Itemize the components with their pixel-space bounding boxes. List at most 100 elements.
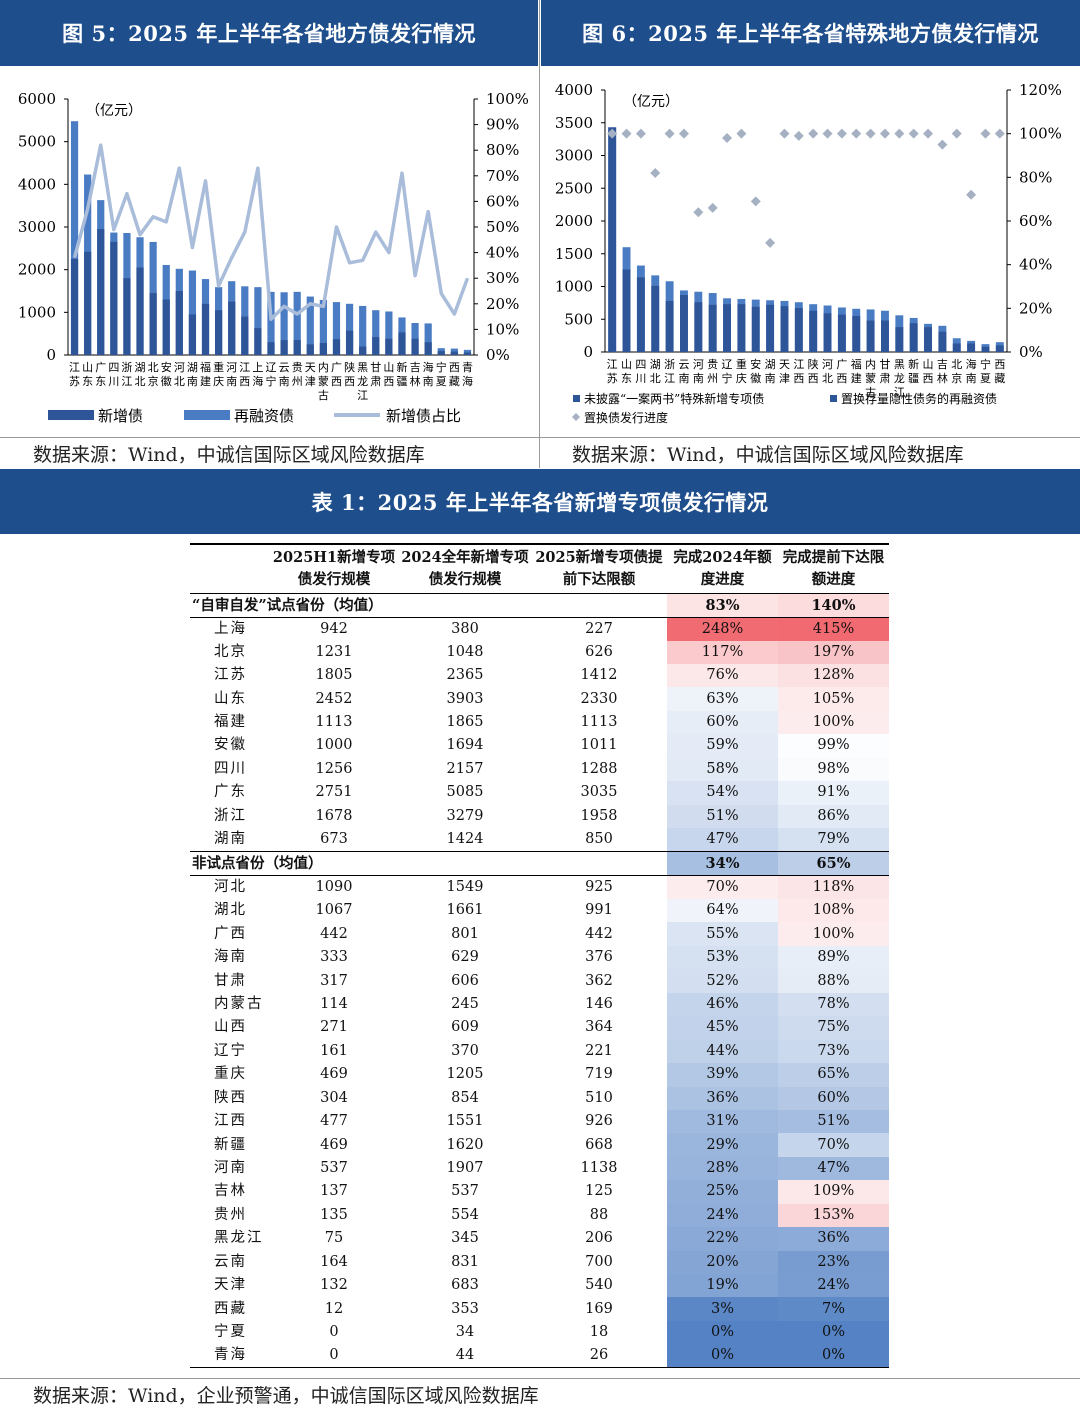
table-row: 内蒙古 114 245 146 46% 78% bbox=[190, 992, 889, 1017]
table-row: 宁夏 0 34 18 0% 0% bbox=[190, 1320, 889, 1345]
category-label: 贵 bbox=[292, 361, 303, 374]
group-average-row: “自审自发”试点省份（均值） 83% 140% bbox=[190, 593, 889, 617]
category-label: 海 bbox=[462, 374, 473, 388]
advance-limit: 1138 bbox=[580, 1160, 618, 1177]
h1-issuance: 161 bbox=[320, 1042, 348, 1059]
advance-limit: 1958 bbox=[580, 807, 618, 824]
scatter-point bbox=[765, 237, 776, 248]
right-tick-label: 60% bbox=[486, 192, 519, 210]
full-2024-issuance: 1048 bbox=[446, 643, 484, 660]
full-2024-issuance: 1907 bbox=[446, 1160, 484, 1177]
advance-limit: 926 bbox=[585, 1113, 613, 1130]
category-label: 湖 bbox=[135, 361, 146, 374]
full-2024-issuance: 3279 bbox=[446, 807, 484, 824]
quota-progress: 44% bbox=[667, 1039, 778, 1064]
table-row: 新疆 469 1620 668 29% 70% bbox=[190, 1133, 889, 1157]
series-line-share bbox=[72, 143, 470, 321]
h1-issuance: 673 bbox=[320, 831, 348, 847]
quota-progress: 22% bbox=[667, 1227, 778, 1251]
advance-limit: 362 bbox=[585, 972, 613, 989]
limit-progress: 7% bbox=[778, 1297, 889, 1321]
scatter-point bbox=[736, 128, 747, 139]
full-2024-issuance: 609 bbox=[451, 1019, 479, 1036]
table-row: 吉林 137 537 125 25% 109% bbox=[190, 1180, 889, 1204]
left-tick-label: 5000 bbox=[18, 133, 56, 151]
scatter-point bbox=[650, 167, 661, 178]
category-label: 天 bbox=[305, 361, 316, 374]
fig6-title: 图 6：2025 年上半年各省特殊地方债发行情况 bbox=[541, 0, 1080, 66]
table-row: 湖北 1067 1661 991 64% 108% bbox=[190, 899, 889, 923]
province-name: 吉林 bbox=[214, 1183, 247, 1200]
scatter-point bbox=[822, 128, 833, 139]
left-tick-label: 6000 bbox=[18, 90, 56, 108]
category-label: 河 bbox=[822, 358, 833, 371]
limit-progress: 60% bbox=[778, 1086, 889, 1110]
header-col-4: 完成2024年额度进度 bbox=[673, 548, 772, 588]
h1-issuance: 135 bbox=[320, 1206, 348, 1223]
table-row: 海南 333 629 376 53% 89% bbox=[190, 945, 889, 970]
category-label: 湖 bbox=[765, 358, 776, 371]
h1-issuance: 0 bbox=[329, 1347, 339, 1364]
header-col-2: 2024全年新增专项债发行规模 bbox=[401, 548, 529, 588]
limit-progress: 65% bbox=[778, 1063, 889, 1087]
full-2024-issuance: 537 bbox=[451, 1183, 479, 1200]
limit-progress: 105% bbox=[778, 687, 889, 711]
h1-issuance: 75 bbox=[324, 1230, 344, 1247]
category-label: 京 bbox=[951, 371, 962, 385]
limit-progress: 128% bbox=[778, 663, 889, 688]
full-2024-issuance: 34 bbox=[455, 1324, 475, 1341]
header-province bbox=[190, 544, 269, 593]
scatter-point bbox=[793, 130, 804, 141]
table-row: 山东 2452 3903 2330 63% 105% bbox=[190, 687, 889, 711]
h1-issuance: 1231 bbox=[315, 643, 353, 660]
quota-progress: 24% bbox=[667, 1203, 778, 1228]
province-name: 河北 bbox=[214, 879, 247, 895]
bar-total bbox=[306, 296, 314, 355]
category-label: 江 bbox=[607, 358, 618, 371]
h1-issuance: 304 bbox=[320, 1089, 348, 1106]
bar-stack-lower bbox=[837, 314, 846, 352]
full-2024-issuance: 5085 bbox=[446, 784, 484, 801]
table-row: 河北 1090 1549 925 70% 118% bbox=[190, 875, 889, 899]
bar-stack-lower bbox=[995, 345, 1004, 352]
province-name: 内蒙古 bbox=[214, 995, 264, 1012]
quota-progress: 39% bbox=[667, 1063, 778, 1087]
limit-progress: 99% bbox=[778, 734, 889, 758]
table1-source: 数据来源：Wind，企业预警通，中诚信国际区域风险数据库 bbox=[33, 1385, 539, 1407]
y-unit-label: （亿元） bbox=[86, 103, 142, 119]
h1-issuance: 164 bbox=[320, 1253, 348, 1270]
bar-stack-lower bbox=[794, 308, 803, 352]
right-tick-label: 50% bbox=[486, 218, 519, 236]
province-name: 西藏 bbox=[214, 1300, 247, 1317]
category-label: 河 bbox=[693, 358, 704, 371]
advance-limit: 227 bbox=[585, 620, 613, 637]
category-label: 广 bbox=[95, 361, 106, 374]
category-label: 重 bbox=[736, 357, 747, 371]
advance-limit: 376 bbox=[585, 949, 613, 966]
bar-stack-lower bbox=[84, 251, 92, 355]
province-name: 海南 bbox=[214, 949, 247, 966]
category-label: 四 bbox=[635, 358, 646, 371]
category-label: 青 bbox=[462, 361, 473, 374]
bar-stack-lower bbox=[636, 277, 645, 352]
right-tick-label: 40% bbox=[486, 244, 519, 262]
h1-issuance: 942 bbox=[320, 620, 348, 637]
category-label: 南 bbox=[678, 372, 689, 385]
bar-stack-lower bbox=[293, 340, 301, 355]
advance-limit: 510 bbox=[585, 1089, 613, 1106]
bar-total bbox=[70, 121, 79, 355]
quota-progress: 117% bbox=[667, 640, 778, 664]
category-label: 南 bbox=[279, 375, 290, 388]
province-name: 宁夏 bbox=[214, 1324, 247, 1341]
category-label: 四 bbox=[108, 361, 119, 374]
advance-limit: 719 bbox=[585, 1066, 613, 1083]
scatter-point bbox=[635, 128, 646, 139]
bar-stack-lower bbox=[952, 343, 961, 352]
h1-issuance: 333 bbox=[320, 949, 348, 966]
category-label: 东 bbox=[82, 375, 93, 388]
category-label: 河 bbox=[174, 361, 185, 374]
category-label: 贵 bbox=[707, 358, 718, 371]
scatter-point bbox=[836, 128, 847, 139]
table-body: “自审自发”试点省份（均值） 83% 140% 上海 942 380 227 248% 415%… bbox=[190, 593, 889, 1368]
bar-total bbox=[332, 302, 341, 355]
